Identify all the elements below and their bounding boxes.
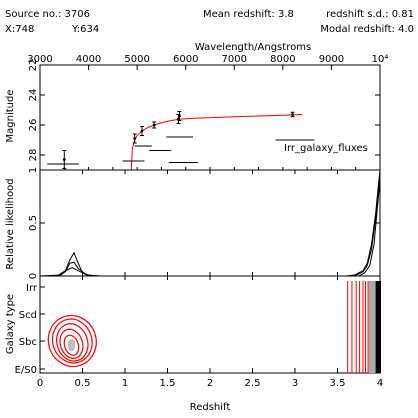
- likelihood-axis-label: Relative likelihood: [5, 178, 16, 269]
- likelihood-contour: [63, 334, 80, 356]
- template-curve-line: [130, 114, 303, 171]
- likelihood-tick-label: 1: [28, 167, 39, 173]
- x-coordinate-label: X:748: [5, 24, 34, 35]
- template-sed-curve: [130, 114, 303, 171]
- wavelength-ticks: 3000 4000 5000 6000 7000 8000 9000 10⁴: [27, 54, 388, 170]
- redshift-tick-label: 1.5: [160, 378, 176, 389]
- likelihood-panel: Relative likelihood 00.51: [5, 167, 381, 279]
- data-point: [178, 114, 181, 118]
- magnitude-tick-label: 26: [28, 119, 39, 132]
- magnitude-ticks: 22 24 26 28: [28, 59, 380, 162]
- mean-redshift-label: Mean redshift: 3.8: [203, 9, 294, 20]
- data-point: [62, 158, 66, 161]
- redshift-tick-label: 3.5: [330, 378, 346, 389]
- likelihood-contour: [59, 328, 84, 359]
- likelihood-curves: [39, 169, 381, 277]
- galaxy-type-axis-label: Galaxy type: [5, 294, 16, 354]
- likelihood-tick-label: 0.5: [28, 215, 39, 231]
- data-point: [291, 113, 294, 116]
- redshift-tick-label: 0.5: [75, 378, 91, 389]
- wavelength-tick-label: 5000: [124, 54, 149, 65]
- magnitude-tick-label: 22: [28, 59, 39, 72]
- redshift-axis-label: Redshift: [190, 402, 231, 413]
- redshift-tick-label: 3: [292, 378, 298, 389]
- wavelength-tick-label: 10⁴: [372, 54, 389, 65]
- template-legend-label: Irr_galaxy_fluxes: [284, 143, 368, 154]
- galaxy-type-tick-label: Irr: [26, 283, 38, 294]
- wavelength-tick-label: 7000: [222, 54, 247, 65]
- modal-redshift-label: Modal redshift: 4.0: [320, 24, 414, 35]
- redshift-sd-label: redshift s.d.: 0.81: [326, 9, 414, 20]
- wavelength-tick-label: 9000: [319, 54, 344, 65]
- likelihood-ticks: 00.51: [28, 167, 381, 279]
- magnitude-axis-label: Magnitude: [5, 90, 16, 143]
- contour-peak-fill: [67, 339, 76, 352]
- likelihood-curve: [40, 175, 381, 277]
- redshift-ticks: 0 0.5 1 1.5 2 2.5 3 3.5 4: [37, 276, 383, 389]
- wavelength-tick-label: 3000: [27, 54, 52, 65]
- photometry-points: [62, 111, 295, 169]
- redshift-tick-label: 4: [377, 378, 383, 389]
- galaxy-type-panel: Galaxy type Redshift E/S0 Sbc Scd Irr 0 0.5 1…: [5, 275, 383, 413]
- magnitude-tick-label: 24: [28, 89, 39, 102]
- magnitude-panel: Wavelength/Angstroms Magnitude 3000 4000 5…: [5, 42, 388, 171]
- redshift-tick-label: 1: [122, 378, 128, 389]
- redshift-tick-label: 0: [37, 378, 43, 389]
- wavelength-tick-label: 6000: [173, 54, 198, 65]
- wavelength-tick-label: 8000: [270, 54, 295, 65]
- wavelength-axis-label: Wavelength/Angstroms: [195, 42, 311, 53]
- redshift-tick-label: 2.5: [245, 378, 261, 389]
- redshift-tick-label: 2: [207, 378, 213, 389]
- likelihood-contour: [56, 323, 89, 362]
- likelihood-curve: [39, 180, 381, 277]
- data-point: [152, 123, 156, 127]
- high-redshift-lines: [347, 281, 381, 373]
- likelihood-tick-label: 0: [28, 273, 39, 279]
- data-point: [140, 129, 144, 133]
- galaxy-type-tick-label: Sbc: [19, 337, 37, 348]
- magnitude-tick-label: 28: [28, 149, 39, 162]
- likelihood-contour: [47, 314, 97, 368]
- likelihood-contours: [47, 314, 97, 368]
- galaxy-type-tick-label: Scd: [19, 310, 37, 321]
- galaxy-type-tick-label: E/S0: [15, 365, 37, 376]
- y-coordinate-label: Y:634: [71, 24, 99, 35]
- data-point: [133, 137, 137, 140]
- wavelength-tick-label: 4000: [76, 54, 101, 65]
- likelihood-contour: [51, 318, 93, 364]
- likelihood-plot-frame: [39, 169, 381, 277]
- source-number-label: Source no.: 3706: [5, 9, 90, 20]
- filter-width-bars: [47, 136, 315, 165]
- likelihood-curve: [40, 169, 381, 277]
